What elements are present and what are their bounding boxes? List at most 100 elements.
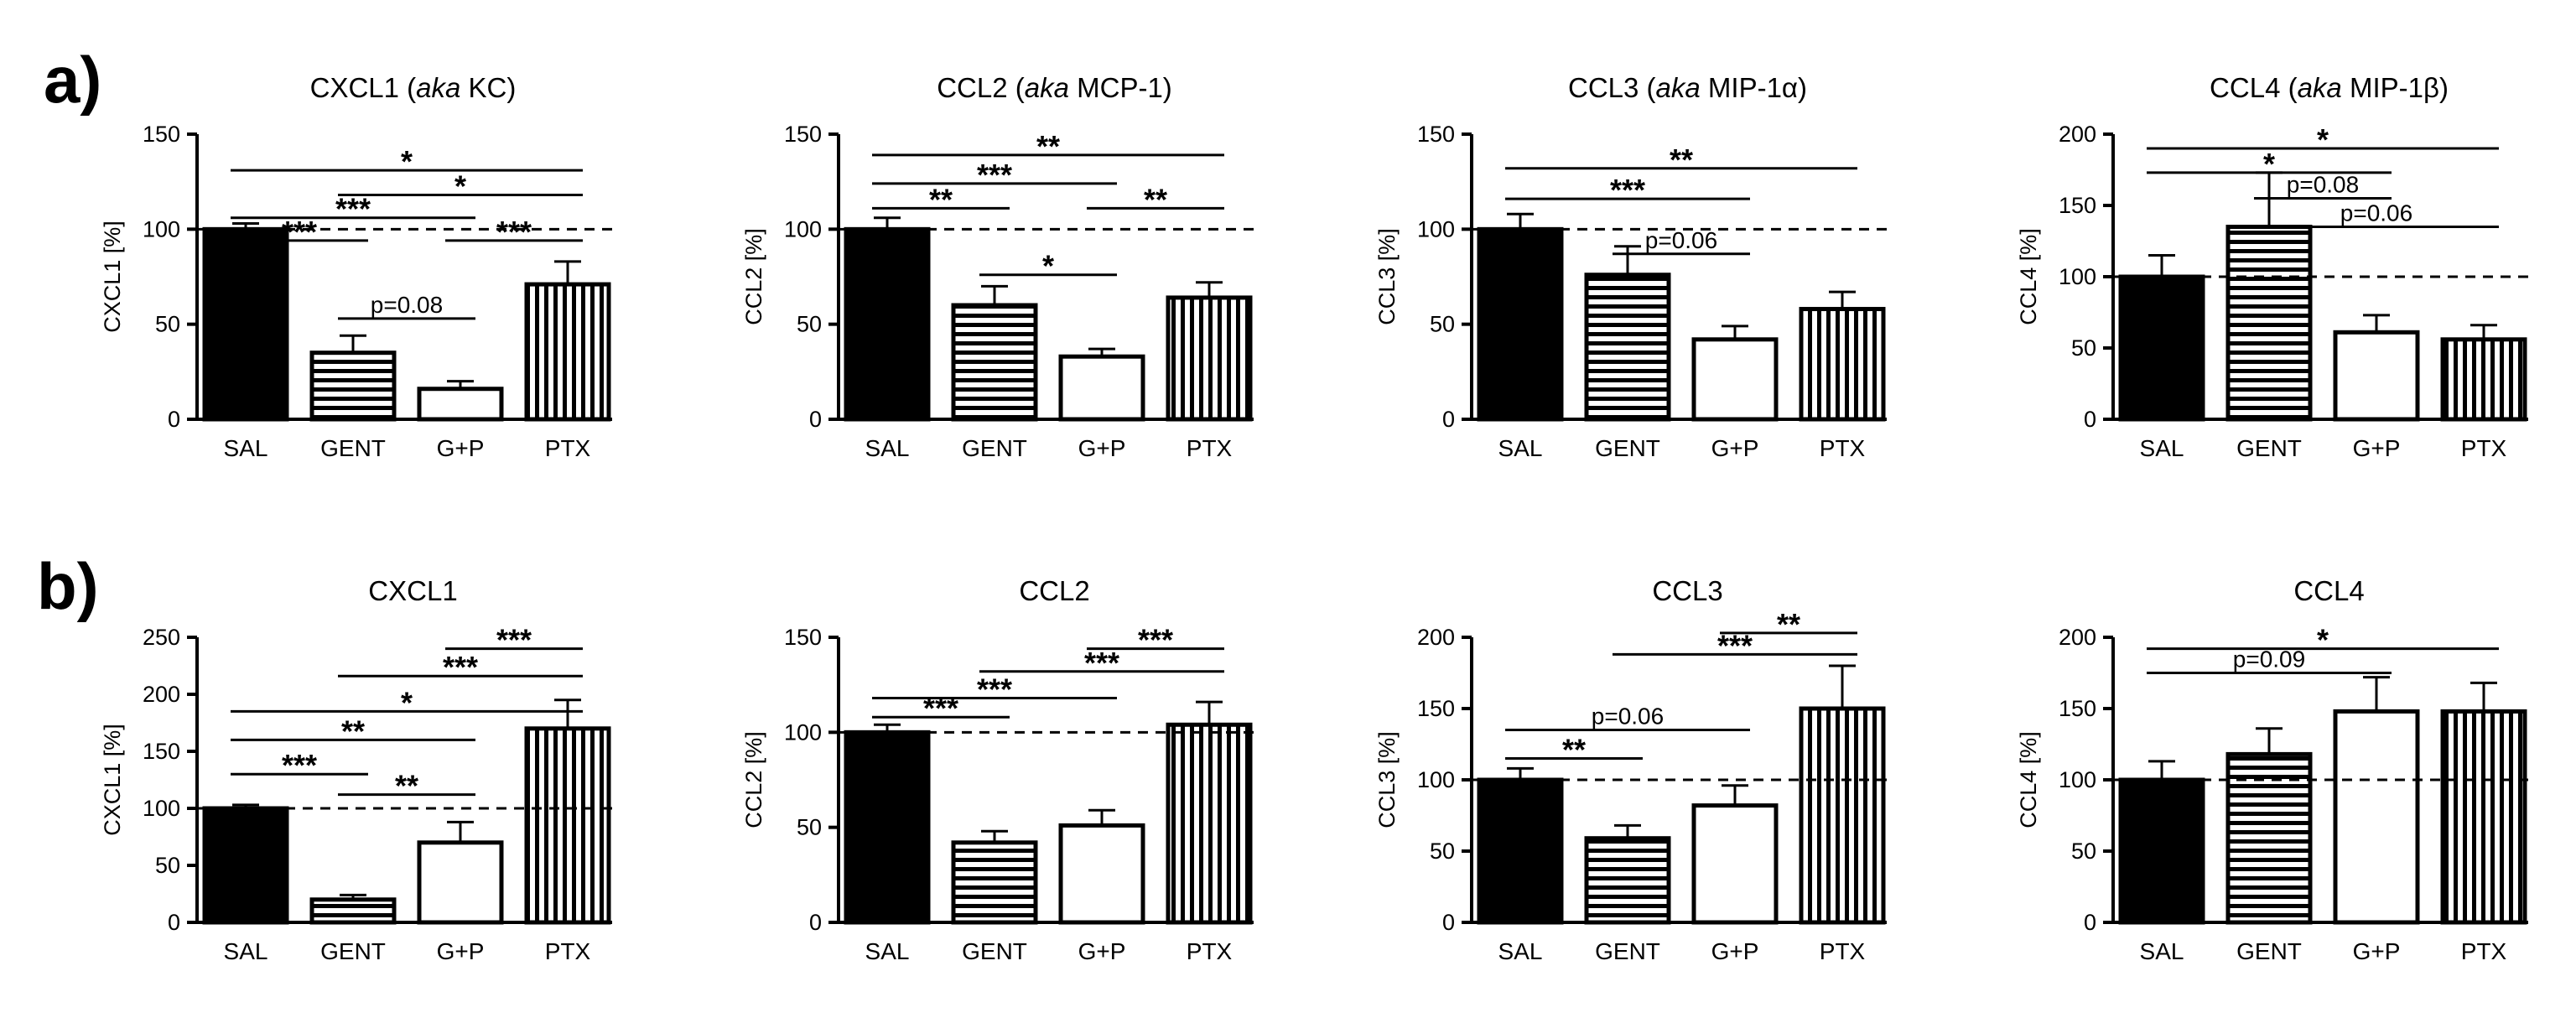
y-tick-label: 200 bbox=[2059, 625, 2096, 650]
chart-title: CCL4 bbox=[2293, 575, 2364, 606]
x-category-label: PTX bbox=[1187, 435, 1233, 461]
x-category-label: GENT bbox=[320, 435, 386, 461]
y-tick-label: 0 bbox=[1442, 407, 1455, 432]
significance-stars: *** bbox=[282, 215, 317, 249]
y-tick-label: 150 bbox=[784, 625, 822, 650]
significance-stars: ** bbox=[395, 769, 418, 803]
y-axis-label: CCL4 [%] bbox=[2016, 731, 2041, 828]
chart-title: CXCL1 (aka KC) bbox=[310, 72, 517, 103]
panel-a-label: a) bbox=[44, 43, 101, 117]
bar-ptx bbox=[524, 726, 611, 925]
bar-gent bbox=[2225, 751, 2313, 925]
y-tick-label: 0 bbox=[2084, 407, 2096, 432]
x-category-label: GENT bbox=[962, 938, 1027, 964]
x-category-label: PTX bbox=[545, 938, 591, 964]
significance-stars: ** bbox=[929, 182, 953, 216]
y-tick-label: 50 bbox=[155, 853, 180, 878]
bar-gent bbox=[2225, 225, 2313, 422]
bar-gent bbox=[951, 840, 1038, 925]
y-tick-label: 100 bbox=[784, 719, 822, 745]
significance-stars: * bbox=[2317, 623, 2329, 657]
chart-title: CXCL1 bbox=[368, 575, 457, 606]
x-category-label: PTX bbox=[1820, 938, 1866, 964]
y-tick-label: 100 bbox=[2059, 264, 2096, 289]
y-tick-label: 100 bbox=[143, 796, 180, 821]
chart-4: CCL4 (aka MIP-1β) CCL4 [%] 0 50 100 150 200 SAL… bbox=[2016, 72, 2528, 461]
chart-3: CCL3 (aka MIP-1α) CCL3 [%] 0 50 100 150 SAL GEN… bbox=[1374, 72, 1887, 461]
y-tick-label: 50 bbox=[1430, 312, 1455, 337]
chart-title: CCL2 bbox=[1019, 575, 1089, 606]
chart-title-part: CXCL1 ( bbox=[310, 72, 417, 103]
significance-stars: ** bbox=[1670, 143, 1693, 177]
x-category-label: G+P bbox=[437, 435, 485, 461]
y-tick-label: 150 bbox=[143, 122, 180, 147]
bar-ptx bbox=[2440, 337, 2527, 422]
significance-stars: * bbox=[401, 685, 413, 719]
chart-title: CCL3 (aka MIP-1α) bbox=[1568, 72, 1807, 103]
significance-stars: * bbox=[2263, 147, 2275, 181]
significance-stars: *** bbox=[1717, 628, 1753, 662]
y-tick-label: 100 bbox=[1417, 767, 1455, 792]
x-category-label: GENT bbox=[1595, 938, 1660, 964]
chart-1: CXCL1 (aka KC) CXCL1 [%] 0 50 100 150 SAL GENT G… bbox=[100, 72, 612, 461]
x-category-label: G+P bbox=[2353, 435, 2401, 461]
chart-8: CCL4 CCL4 [%] 0 50 100 150 200 SAL GENT G+P PTX * p=… bbox=[2016, 575, 2528, 964]
bar-sal bbox=[2118, 777, 2205, 925]
y-tick-label: 100 bbox=[1417, 216, 1455, 241]
significance-pvalue: p=0.08 bbox=[371, 292, 443, 318]
y-tick-label: 150 bbox=[2059, 696, 2096, 721]
y-tick-label: 250 bbox=[143, 625, 180, 650]
significance-stars: *** bbox=[977, 672, 1012, 707]
y-tick-label: 150 bbox=[143, 739, 180, 764]
y-tick-label: 150 bbox=[2059, 193, 2096, 218]
significance-pvalue: p=0.09 bbox=[2233, 647, 2305, 672]
significance-stars: ** bbox=[341, 714, 365, 748]
y-tick-label: 150 bbox=[1417, 122, 1455, 147]
significance-stars: ** bbox=[1036, 129, 1060, 164]
chart-title-part: CCL4 ( bbox=[2210, 72, 2298, 103]
y-axis-label: CCL2 [%] bbox=[741, 731, 766, 828]
bar-sal bbox=[1477, 777, 1564, 925]
y-tick-label: 50 bbox=[797, 815, 822, 840]
chart-title-part: CCL3 bbox=[1652, 575, 1722, 606]
x-category-label: SAL bbox=[1498, 938, 1543, 964]
bar-ptx bbox=[1166, 295, 1253, 422]
bar-gpp bbox=[1058, 823, 1145, 925]
x-category-label: G+P bbox=[2353, 938, 2401, 964]
bar-ptx bbox=[1166, 722, 1253, 925]
x-category-label: PTX bbox=[2461, 938, 2507, 964]
bar-ptx bbox=[1799, 706, 1886, 925]
bar-sal bbox=[202, 226, 289, 422]
significance-stars: *** bbox=[977, 158, 1012, 192]
chart-title-part: CCL2 ( bbox=[937, 72, 1025, 103]
y-axis-label: CCL4 [%] bbox=[2016, 228, 2041, 325]
x-category-label: PTX bbox=[545, 435, 591, 461]
y-tick-label: 50 bbox=[2071, 335, 2096, 361]
bar-sal bbox=[202, 806, 289, 925]
significance-stars: * bbox=[401, 144, 413, 179]
chart-title-part: aka bbox=[1025, 72, 1069, 103]
y-tick-label: 0 bbox=[2084, 910, 2096, 935]
x-category-label: GENT bbox=[320, 938, 386, 964]
bar-gent bbox=[1584, 273, 1671, 422]
bar-ptx bbox=[1799, 307, 1886, 422]
chart-2: CCL2 (aka MCP-1) CCL2 [%] 0 50 100 150 SAL GENT… bbox=[741, 72, 1254, 461]
significance-stars: *** bbox=[496, 215, 532, 249]
significance-stars: *** bbox=[282, 748, 317, 782]
chart-6: CCL2 CCL2 [%] 0 50 100 150 SAL GENT G+P PTX *** ***… bbox=[741, 575, 1254, 964]
x-category-label: GENT bbox=[2236, 435, 2302, 461]
significance-stars: * bbox=[454, 169, 466, 204]
significance-pvalue: p=0.06 bbox=[2340, 200, 2412, 226]
bar-gent bbox=[1584, 836, 1671, 925]
bar-gpp bbox=[1691, 803, 1779, 925]
x-category-label: G+P bbox=[1711, 435, 1759, 461]
chart-5: CXCL1 CXCL1 [%] 0 50 100 150 200 250 SAL GENT G+P P… bbox=[100, 575, 612, 964]
chart-title: CCL3 bbox=[1652, 575, 1722, 606]
chart-title-part: aka bbox=[416, 72, 460, 103]
bar-gpp bbox=[417, 387, 504, 422]
bar-gpp bbox=[1058, 354, 1145, 422]
y-tick-label: 200 bbox=[143, 682, 180, 707]
y-tick-label: 0 bbox=[809, 910, 822, 935]
